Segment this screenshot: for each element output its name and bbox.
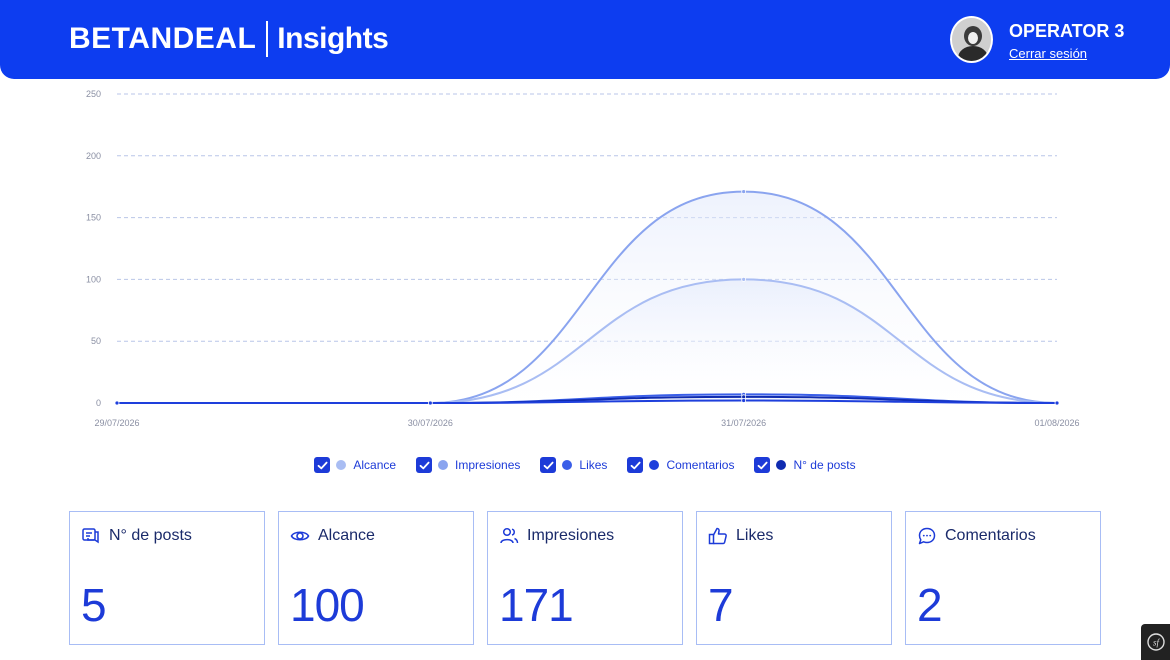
data-point-comentarios[interactable]	[1054, 400, 1060, 406]
logout-link[interactable]: Cerrar sesión	[1009, 46, 1088, 61]
data-point-alcance[interactable]	[741, 276, 747, 282]
x-tick-label: 29/07/2026	[94, 418, 139, 428]
users-icon	[499, 526, 519, 546]
posts-icon	[81, 526, 101, 546]
legend-color-dot	[336, 460, 347, 470]
stat-card: Alcance 100	[278, 511, 474, 645]
avatar-image	[952, 18, 991, 61]
legend-label: Alcance	[353, 458, 397, 472]
legend-label: Impresiones	[455, 458, 521, 472]
stat-card-value: 2	[917, 579, 943, 631]
legend-color-dot	[562, 460, 573, 470]
eye-icon	[290, 526, 310, 546]
brand-name: BETANDEAL	[69, 22, 257, 55]
thumbs-up-icon	[708, 526, 728, 546]
legend-label: N° de posts	[793, 458, 856, 472]
stat-card-title: Alcance	[318, 527, 375, 544]
stat-card-value: 7	[708, 579, 734, 631]
legend-item[interactable]: Alcance	[314, 457, 396, 473]
legend-color-dot	[776, 460, 787, 470]
data-point-comentarios[interactable]	[741, 398, 747, 403]
symfony-icon: sf	[1146, 633, 1165, 651]
y-tick-label: 50	[91, 336, 101, 346]
svg-text:sf: sf	[1152, 638, 1160, 648]
stat-card-value: 100	[290, 579, 365, 631]
brand-logo[interactable]: BETANDEAL Insights	[69, 20, 389, 58]
legend-item[interactable]: Impresiones	[416, 457, 520, 473]
y-tick-label: 250	[86, 89, 101, 99]
y-tick-label: 150	[86, 213, 101, 223]
stat-card-header: Likes	[708, 526, 773, 546]
data-point-comentarios[interactable]	[427, 400, 433, 406]
stat-card-header: Impresiones	[499, 526, 614, 546]
x-tick-label: 31/07/2026	[721, 418, 766, 428]
data-point-comentarios[interactable]	[114, 400, 120, 406]
x-tick-label: 30/07/2026	[408, 418, 453, 428]
legend-color-dot	[438, 460, 449, 470]
stat-card: Comentarios 2	[905, 511, 1101, 645]
stat-card-title: Impresiones	[527, 527, 615, 544]
stat-card: Impresiones 171	[487, 511, 683, 645]
insights-chart: 0 50 100 150 200 250 29/07/2026 30/07/2026 31/07…	[86, 89, 1080, 428]
checkbox-checked-icon[interactable]	[416, 457, 433, 473]
symfony-toolbar-toggle[interactable]: sf	[1141, 624, 1170, 660]
top-header: BETANDEAL Insights OPERATOR 3 Cerrar ses…	[0, 0, 1170, 79]
stat-card-value: 171	[499, 579, 574, 631]
legend-label: Likes	[579, 458, 608, 472]
stats-cards: N° de posts 5 Alcance 100 Impresiones 171 Like…	[69, 511, 1114, 645]
legend-color-dot	[649, 460, 660, 470]
checkbox-checked-icon[interactable]	[627, 457, 644, 473]
legend-item[interactable]: Likes	[540, 457, 607, 473]
checkbox-checked-icon[interactable]	[314, 457, 331, 473]
y-tick-label: 100	[86, 274, 101, 284]
checkbox-checked-icon[interactable]	[754, 457, 771, 473]
data-point-impresiones[interactable]	[741, 189, 747, 195]
user-avatar[interactable]	[950, 16, 993, 63]
stat-card-header: Alcance	[290, 526, 375, 546]
stat-card-header: N° de posts	[81, 526, 192, 546]
x-tick-label: 01/08/2026	[1034, 418, 1079, 428]
page-title: Insights	[277, 22, 389, 55]
legend-item[interactable]: Comentarios	[627, 457, 734, 473]
stat-card-title: N° de posts	[109, 527, 192, 544]
stat-card-title: Comentarios	[945, 527, 1036, 544]
checkbox-checked-icon[interactable]	[540, 457, 557, 473]
legend-label: Comentarios	[666, 458, 735, 472]
brand-separator	[266, 21, 269, 57]
user-name: OPERATOR 3	[1009, 21, 1125, 41]
stat-card-header: Comentarios	[917, 526, 1036, 546]
series-line-comentarios	[117, 399, 1058, 405]
stat-card: Likes 7	[696, 511, 892, 645]
y-tick-label: 200	[86, 151, 101, 161]
legend-item[interactable]: N° de posts	[754, 457, 856, 473]
stat-card: N° de posts 5	[69, 511, 265, 645]
y-tick-label: 0	[96, 398, 101, 408]
stat-card-value: 5	[81, 579, 107, 631]
stat-card-title: Likes	[736, 527, 774, 544]
comment-icon	[917, 526, 937, 546]
chart-legend: Alcance Impresiones Likes Comentarios N° de …	[0, 457, 1170, 473]
